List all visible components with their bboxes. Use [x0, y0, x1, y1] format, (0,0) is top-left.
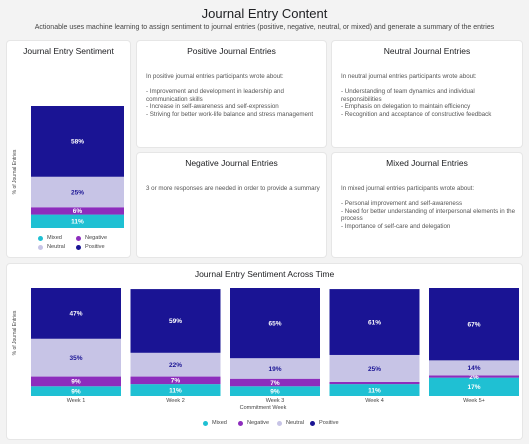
legend-item-negative: Negative	[76, 235, 107, 241]
week-5-bar-positive	[429, 288, 519, 361]
week-4-bar-mixed	[329, 384, 420, 396]
week-4-bar-negative	[329, 381, 420, 385]
mixed-card-text: In mixed journal entries participants wr…	[341, 185, 516, 230]
sentiment-bar-negative	[31, 207, 124, 215]
legend-label-positive: Positive	[85, 244, 105, 250]
sentiment-chart: 11% 6% 25% 58%	[31, 106, 124, 228]
week-1-bar-neutral	[31, 338, 121, 377]
time-legend-item-neutral: Neutral	[277, 420, 304, 426]
week-2-bar-neutral	[130, 352, 221, 377]
week-2-bar-mixed	[130, 384, 221, 396]
week-2-label-negative: 7%	[171, 378, 181, 385]
positive-entries-card: Positive Journal Entries In positive jou…	[137, 41, 326, 147]
week-3-label-negative: 7%	[270, 380, 280, 387]
week-3-bar-negative	[230, 378, 320, 387]
time-legend-label-positive: Positive	[319, 420, 339, 426]
week-1-bar-negative	[31, 376, 121, 387]
time-chart: 9%9%35%47%11%7%22%59%9%7%19%65%11%25%61%…	[31, 288, 519, 396]
sentiment-bar-neutral	[31, 176, 124, 208]
mixed-color-dot	[38, 235, 43, 241]
x-tick-label: Week 5+	[463, 398, 485, 404]
x-tick-label: Week 3	[265, 398, 285, 404]
time-card-title: Journal Entry Sentiment Across Time	[194, 269, 335, 279]
sentiment-label-neutral: 25%	[71, 189, 84, 196]
negative-card-text: 3 or more responses are needed in order …	[146, 185, 320, 192]
week-5-bar-mixed	[429, 377, 519, 396]
sentiment-label-positive: 58%	[71, 139, 84, 146]
neutral-entries-card: Neutral Journal Entries In neutral journ…	[332, 41, 522, 147]
week-4-label-neutral: 25%	[368, 366, 381, 373]
time-legend-item-positive: Positive	[310, 420, 339, 426]
week-4-label-positive: 61%	[368, 319, 381, 326]
week-3-label-neutral: 19%	[268, 366, 281, 373]
week-3-label-positive: 65%	[268, 320, 281, 327]
week-1-bar-positive	[31, 288, 121, 339]
negative-entries-card: Negative Journal Entries 3 or more respo…	[137, 153, 326, 257]
week-1-label-negative: 9%	[71, 379, 81, 386]
neutral-color-dot	[277, 420, 282, 426]
negative-card-title: Negative Journal Entries	[185, 158, 278, 168]
time-x-axis-label: Commitment Week	[239, 405, 287, 411]
week-5-label-positive: 67%	[467, 321, 480, 328]
week-5-label-mixed: 17%	[467, 384, 480, 391]
time-legend-label-negative: Negative	[247, 420, 270, 426]
week-5-label-neutral: 14%	[467, 365, 480, 372]
page-subtitle: Actionable uses machine learning to assi…	[34, 24, 495, 31]
week-1-bar-mixed	[31, 386, 121, 396]
week-5-bar-negative	[429, 375, 519, 378]
legend-item-neutral: Neutral	[38, 244, 65, 250]
legend-item-positive: Positive	[76, 244, 105, 250]
week-5-label-negative: 2%	[469, 374, 479, 381]
negative-color-dot	[76, 235, 81, 241]
week-5-bar-neutral	[429, 360, 519, 376]
time-card: Journal Entry Sentiment Across Time % of…	[7, 264, 522, 439]
week-1-label-mixed: 9%	[71, 388, 81, 395]
time-legend-label-mixed: Mixed	[212, 420, 227, 426]
legend-label-negative: Negative	[85, 235, 108, 241]
positive-card-text: In positive journal entries participants…	[146, 73, 314, 118]
x-tick-label: Week 2	[166, 398, 185, 404]
week-2-bar-negative	[130, 376, 221, 385]
week-1-label-positive: 47%	[69, 311, 82, 318]
sentiment-card: Journal Entry Sentiment % of Journal Ent…	[7, 41, 130, 257]
week-2-label-positive: 59%	[169, 318, 182, 325]
week-3-bar-positive	[230, 288, 320, 359]
week-4-bar-positive	[329, 289, 420, 355]
week-3-label-mixed: 9%	[270, 388, 280, 395]
time-legend-item-mixed: Mixed	[203, 420, 227, 426]
neutral-card-text: In neutral journal entries participants …	[341, 73, 492, 118]
week-4-label-mixed: 11%	[368, 387, 381, 394]
mixed-entries-card: Mixed Journal Entries In mixed journal e…	[332, 153, 522, 257]
sentiment-label-mixed: 11%	[71, 219, 84, 226]
week-3-bar-mixed	[230, 386, 320, 396]
week-3-bar-neutral	[230, 358, 320, 379]
legend-item-mixed: Mixed	[38, 235, 62, 241]
neutral-color-dot	[38, 244, 43, 250]
positive-card-title: Positive Journal Entries	[187, 46, 276, 56]
sentiment-label-negative: 6%	[73, 208, 83, 215]
week-2-label-mixed: 11%	[169, 387, 182, 394]
legend-label-neutral: Neutral	[47, 244, 66, 250]
x-tick-label: Week 1	[66, 398, 86, 404]
week-4-bar-neutral	[329, 354, 420, 382]
mixed-card-title: Mixed Journal Entries	[386, 158, 468, 168]
sentiment-bar-positive	[31, 106, 124, 177]
sentiment-card-title: Journal Entry Sentiment	[23, 46, 114, 56]
week-2-bar-positive	[130, 289, 221, 353]
page-title: Journal Entry Content	[201, 6, 328, 21]
x-tick-label: Week 4	[365, 398, 384, 404]
negative-color-dot	[238, 420, 243, 426]
legend-label-mixed: Mixed	[47, 235, 62, 241]
sentiment-bar-mixed	[31, 214, 124, 228]
time-legend-item-negative: Negative	[238, 420, 269, 426]
positive-color-dot	[76, 244, 81, 250]
week-1-label-neutral: 35%	[69, 355, 82, 362]
mixed-color-dot	[203, 420, 208, 426]
week-2-label-neutral: 22%	[169, 362, 182, 369]
time-legend-label-neutral: Neutral	[286, 420, 305, 426]
positive-color-dot	[310, 420, 315, 426]
neutral-card-title: Neutral Journal Entries	[383, 46, 471, 56]
